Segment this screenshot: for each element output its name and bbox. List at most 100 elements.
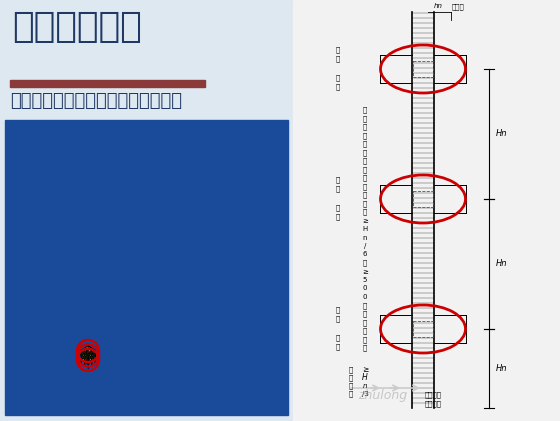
Polygon shape: [85, 346, 91, 349]
Text: 6: 6: [363, 251, 367, 258]
Polygon shape: [81, 358, 85, 360]
Text: 0: 0: [363, 294, 367, 300]
Polygon shape: [88, 351, 91, 353]
Polygon shape: [88, 346, 95, 350]
Polygon shape: [91, 360, 95, 362]
Polygon shape: [85, 352, 88, 355]
Polygon shape: [85, 351, 88, 353]
Text: 附: 附: [336, 306, 340, 313]
Text: 加: 加: [336, 214, 340, 220]
Text: 长: 长: [363, 132, 367, 139]
Text: 柱梁相互关联: 柱梁相互关联: [12, 10, 142, 44]
Polygon shape: [85, 353, 88, 355]
Polygon shape: [88, 353, 92, 355]
Text: 箍: 箍: [363, 175, 367, 181]
Text: 加: 加: [336, 316, 340, 322]
Polygon shape: [85, 353, 88, 355]
Polygon shape: [88, 357, 92, 359]
Polygon shape: [81, 355, 85, 357]
Polygon shape: [88, 357, 92, 359]
Polygon shape: [85, 353, 88, 355]
Text: hn: hn: [433, 3, 442, 9]
Polygon shape: [88, 355, 91, 357]
Text: 加: 加: [336, 186, 340, 192]
Polygon shape: [81, 359, 85, 362]
Bar: [413, 321, 433, 337]
Polygon shape: [88, 349, 91, 352]
Text: Hn: Hn: [496, 130, 507, 139]
Polygon shape: [88, 349, 92, 351]
Polygon shape: [88, 351, 91, 353]
Polygon shape: [88, 362, 92, 364]
Text: 基础顶面: 基础顶面: [424, 392, 441, 398]
Text: ）: ）: [363, 209, 367, 215]
Polygon shape: [88, 359, 91, 361]
Polygon shape: [91, 353, 95, 355]
Polygon shape: [88, 355, 91, 357]
Text: /3: /3: [362, 391, 368, 397]
Text: 大: 大: [363, 336, 367, 343]
Text: 附: 附: [336, 177, 340, 183]
Polygon shape: [85, 352, 88, 354]
Text: 附: 附: [336, 47, 340, 53]
Text: 支座问题其实是力的传递路径问题。: 支座问题其实是力的传递路径问题。: [10, 92, 182, 110]
Polygon shape: [85, 359, 88, 361]
Polygon shape: [81, 359, 85, 361]
Polygon shape: [88, 354, 92, 355]
Text: 密: 密: [363, 200, 367, 207]
Polygon shape: [92, 357, 95, 360]
Polygon shape: [88, 355, 91, 357]
Polygon shape: [85, 355, 88, 357]
Text: 附: 附: [336, 335, 340, 341]
Polygon shape: [81, 355, 85, 357]
Text: ≥: ≥: [362, 218, 368, 224]
Polygon shape: [91, 357, 95, 359]
Polygon shape: [85, 357, 88, 359]
Text: 寸: 寸: [363, 158, 367, 164]
Polygon shape: [81, 354, 85, 355]
Polygon shape: [88, 357, 92, 360]
Text: 0: 0: [363, 285, 367, 291]
Text: 值: 值: [363, 345, 367, 351]
Polygon shape: [81, 351, 85, 353]
Polygon shape: [88, 346, 91, 349]
Text: Hn: Hn: [496, 364, 507, 373]
Polygon shape: [88, 354, 95, 359]
Polygon shape: [88, 352, 91, 354]
Polygon shape: [92, 349, 95, 351]
Polygon shape: [88, 355, 91, 357]
Text: 筋: 筋: [363, 319, 367, 326]
Bar: [413, 61, 433, 77]
Polygon shape: [91, 359, 95, 361]
Text: 加: 加: [336, 56, 340, 62]
Text: ≥: ≥: [362, 269, 368, 274]
Text: 加: 加: [336, 84, 340, 91]
Polygon shape: [91, 349, 95, 351]
Polygon shape: [81, 350, 85, 352]
Text: zhulong: zhulong: [358, 389, 408, 402]
Polygon shape: [81, 355, 85, 357]
Text: 最: 最: [363, 328, 367, 334]
Text: 附: 附: [336, 205, 340, 211]
Text: 筋: 筋: [363, 124, 367, 131]
Polygon shape: [85, 355, 88, 357]
Polygon shape: [88, 356, 91, 358]
Polygon shape: [88, 353, 92, 355]
Text: Hn: Hn: [496, 259, 507, 269]
Polygon shape: [88, 347, 91, 349]
Polygon shape: [85, 361, 88, 363]
Polygon shape: [88, 360, 91, 362]
Polygon shape: [91, 349, 95, 351]
Polygon shape: [88, 352, 92, 354]
Polygon shape: [85, 354, 88, 355]
Text: H: H: [362, 373, 368, 383]
Text: ≥: ≥: [362, 365, 368, 375]
Polygon shape: [85, 347, 88, 349]
Bar: [5, 120, 288, 415]
Polygon shape: [81, 349, 85, 351]
Polygon shape: [85, 361, 88, 364]
Text: 承台顶部: 承台顶部: [424, 401, 441, 407]
Text: H: H: [362, 226, 367, 232]
Text: 层: 层: [349, 375, 353, 381]
Polygon shape: [85, 362, 88, 364]
